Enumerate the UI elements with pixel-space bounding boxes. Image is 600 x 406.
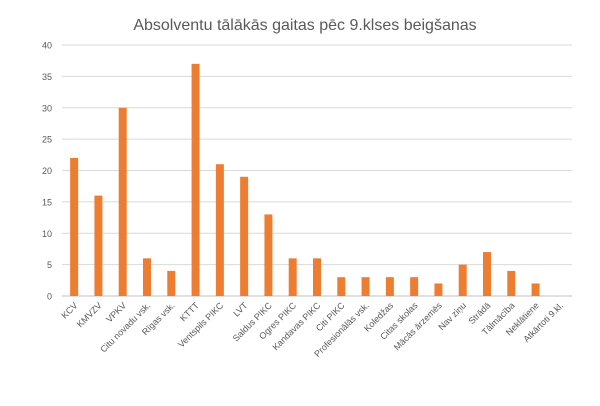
bar [531, 283, 540, 296]
y-tick-label: 15 [42, 197, 52, 207]
bar [167, 270, 176, 296]
y-tick-label: 5 [47, 260, 52, 270]
y-axis-ticks: 0 5 10 15 20 25 30 35 40 [42, 41, 52, 302]
bar [410, 277, 419, 296]
y-tick-label: 0 [47, 292, 52, 302]
y-tick-label: 25 [42, 135, 52, 145]
bar [118, 107, 127, 296]
x-tick-label: KCV [59, 300, 79, 320]
bar [215, 164, 224, 296]
bars [70, 63, 540, 297]
bar [434, 283, 443, 296]
y-tick-label: 20 [42, 166, 52, 176]
bar [458, 264, 467, 296]
bar [313, 258, 321, 296]
bar [507, 270, 516, 296]
y-tick-label: 10 [42, 229, 52, 239]
y-tick-label: 35 [42, 72, 52, 82]
chart-title: Absolventu tālākās gaitas pēc 9.klses be… [133, 17, 476, 34]
bar [385, 277, 394, 296]
bar [483, 252, 491, 296]
bar [288, 258, 297, 296]
x-tick-label: LVT [231, 300, 250, 319]
bar [361, 277, 370, 296]
bar [240, 176, 249, 296]
bar [70, 157, 79, 296]
bar [94, 195, 103, 296]
y-tick-label: 30 [42, 103, 52, 113]
x-tick-label: KMVZV [75, 300, 104, 329]
bar [191, 63, 200, 297]
bar [264, 214, 273, 296]
bar [337, 277, 346, 296]
y-tick-label: 40 [42, 41, 52, 51]
bar [143, 258, 151, 296]
